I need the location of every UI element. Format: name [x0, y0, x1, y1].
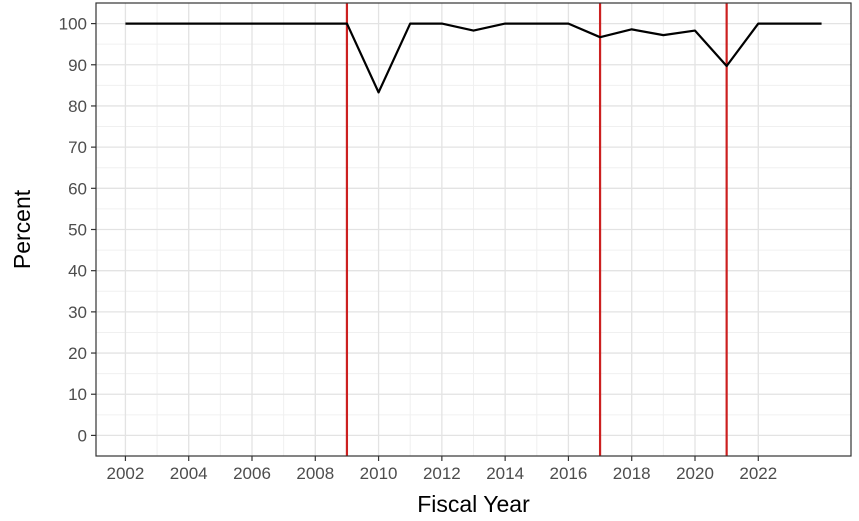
x-axis-title: Fiscal Year — [417, 491, 530, 517]
y-tick-label: 100 — [59, 15, 87, 34]
x-tick-label: 2016 — [550, 464, 588, 483]
y-tick-label: 70 — [68, 138, 87, 157]
y-tick-label: 20 — [68, 344, 87, 363]
x-tick-label: 2014 — [486, 464, 524, 483]
x-axis-ticks: 2002 2004 2006 2008 2010 2012 2014 2016 2018 2020… — [107, 456, 777, 483]
y-axis-ticks: 0 10 20 30 40 50 60 70 80 90 100 — [59, 15, 96, 445]
x-tick-label: 2012 — [423, 464, 461, 483]
x-tick-label: 2020 — [676, 464, 714, 483]
y-tick-label: 0 — [78, 426, 87, 445]
y-tick-label: 90 — [68, 56, 87, 75]
series-line — [125, 22, 822, 94]
x-tick-label: 2018 — [613, 464, 651, 483]
x-tick-label: 2002 — [107, 464, 145, 483]
y-tick-label: 50 — [68, 221, 87, 240]
y-tick-label: 10 — [68, 385, 87, 404]
reference-lines — [345, 3, 728, 456]
x-tick-label: 2004 — [170, 464, 208, 483]
y-tick-label: 80 — [68, 97, 87, 116]
series-lines — [125, 22, 822, 94]
x-tick-label: 2010 — [360, 464, 398, 483]
y-axis-title: Percent — [9, 189, 35, 269]
y-tick-label: 60 — [68, 179, 87, 198]
x-tick-label: 2022 — [739, 464, 777, 483]
y-tick-label: 40 — [68, 262, 87, 281]
x-tick-label: 2008 — [296, 464, 334, 483]
x-tick-label: 2006 — [233, 464, 271, 483]
y-tick-label: 30 — [68, 303, 87, 322]
